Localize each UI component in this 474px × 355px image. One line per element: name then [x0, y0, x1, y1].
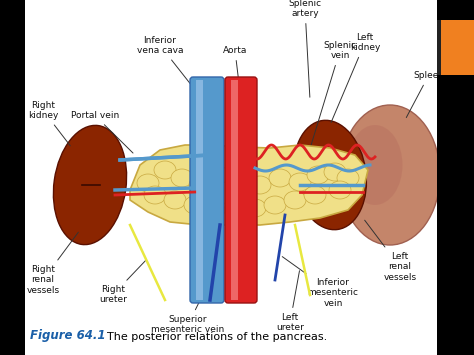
Text: Aorta: Aorta [223, 46, 247, 97]
Text: Inferior
mesenteric
vein: Inferior mesenteric vein [282, 257, 358, 308]
Bar [196, 80, 203, 300]
Ellipse shape [264, 196, 286, 214]
Ellipse shape [249, 176, 271, 194]
Ellipse shape [207, 166, 229, 184]
Ellipse shape [189, 176, 211, 194]
Polygon shape [130, 145, 368, 225]
FancyBboxPatch shape [225, 77, 257, 303]
Ellipse shape [154, 161, 176, 179]
Ellipse shape [347, 125, 402, 205]
Text: Superior
mesenteric vein: Superior mesenteric vein [151, 273, 225, 334]
Ellipse shape [164, 191, 186, 209]
FancyBboxPatch shape [190, 77, 224, 303]
Ellipse shape [324, 163, 346, 181]
Bar [437, 0, 474, 355]
Text: Left
ureter: Left ureter [276, 271, 304, 332]
Bar [0, 0, 25, 355]
Ellipse shape [340, 105, 440, 245]
Ellipse shape [184, 196, 206, 214]
Ellipse shape [337, 169, 359, 187]
Ellipse shape [54, 125, 127, 245]
Text: Portal vein: Portal vein [71, 111, 133, 153]
Bar [437, 20, 441, 75]
Text: Figure 64.1: Figure 64.1 [30, 329, 106, 342]
Text: Left
renal
vessels: Left renal vessels [365, 220, 417, 282]
Text: Inferior
vena cava: Inferior vena cava [137, 36, 205, 103]
Ellipse shape [293, 120, 366, 230]
Text: Right
kidney: Right kidney [28, 100, 70, 146]
Ellipse shape [284, 191, 306, 209]
Bar [231, 80, 238, 300]
Ellipse shape [204, 199, 226, 217]
Ellipse shape [307, 166, 329, 184]
Text: Left
kidney: Left kidney [331, 33, 380, 122]
Text: The posterior relations of the pancreas.: The posterior relations of the pancreas. [100, 332, 327, 342]
Ellipse shape [289, 173, 311, 191]
Ellipse shape [229, 171, 251, 189]
Ellipse shape [244, 199, 266, 217]
Ellipse shape [329, 181, 351, 199]
Text: Splenic
artery: Splenic artery [289, 0, 321, 97]
Ellipse shape [171, 169, 193, 187]
Ellipse shape [304, 186, 326, 204]
Ellipse shape [137, 174, 159, 192]
Text: Right
ureter: Right ureter [99, 260, 146, 304]
Ellipse shape [269, 169, 291, 187]
Text: Spleen: Spleen [406, 71, 444, 118]
Ellipse shape [224, 201, 246, 219]
Ellipse shape [144, 186, 166, 204]
Text: Splenic
vein: Splenic vein [306, 40, 356, 162]
Text: Right
renal
vessels: Right renal vessels [27, 232, 78, 295]
Bar [437, 20, 474, 75]
